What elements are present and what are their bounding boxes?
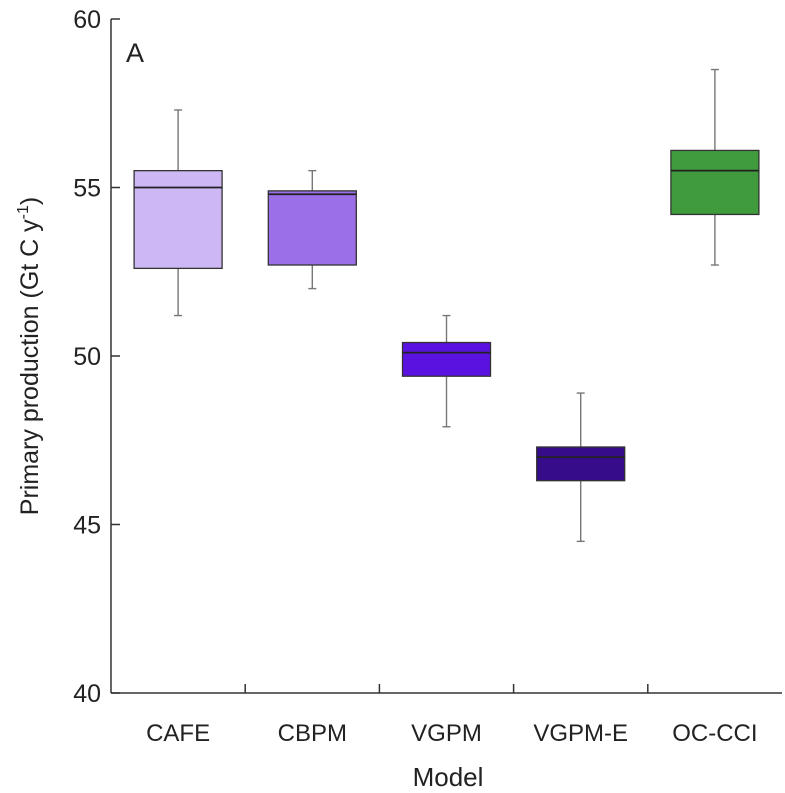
panel-label: A [126, 38, 144, 68]
box-vgpm [401, 341, 492, 377]
y-axis-label: Primary production (Gt C y-1) [15, 197, 44, 515]
y-tick-label: 45 [73, 512, 101, 540]
y-axis-label-tail: ) [16, 197, 44, 205]
y-axis-label-main: Primary production (Gt C y [16, 219, 44, 515]
x-tick-label: VGPM-E [533, 720, 628, 747]
x-tick-label: CAFE [146, 720, 210, 747]
box-cbpm [267, 190, 357, 266]
y-tick-label: 50 [73, 343, 101, 371]
x-axis-label: Model [413, 762, 484, 792]
x-tick-label: OC-CCI [672, 720, 757, 747]
y-axis-label-superscript: -1 [15, 205, 32, 219]
y-tick-label: 55 [73, 175, 101, 203]
box-vgpm-e [536, 446, 626, 482]
y-tick-label: 60 [73, 6, 101, 34]
y-tick-label: 40 [73, 680, 101, 708]
x-tick-label: VGPM [411, 720, 482, 747]
box-oc-cci [670, 149, 760, 216]
box-cafe [133, 169, 223, 270]
x-tick-label: CBPM [278, 720, 347, 747]
